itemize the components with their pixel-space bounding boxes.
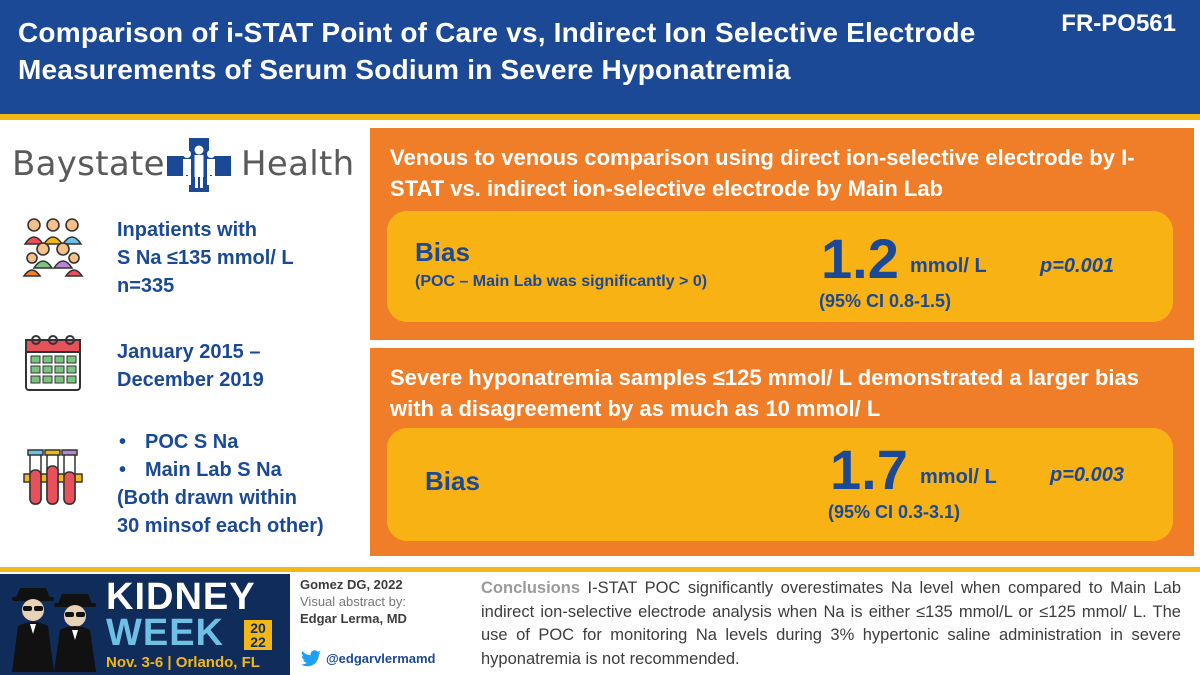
- header-divider: [0, 114, 1200, 120]
- panel-2-title: Severe hyponatremia samples ≤125 mmol/ L…: [390, 365, 1139, 421]
- logo-text-left: Baystate: [12, 144, 165, 184]
- logo-text-right: Health: [241, 144, 355, 184]
- conclusions-paragraph: Conclusions I-STAT POC significantly ove…: [481, 577, 1181, 671]
- population-line-2: S Na ≤135 mmol/ L: [117, 247, 294, 269]
- panel-2-bias-unit: mmol/ L: [920, 466, 997, 488]
- samples-item-poc: POC S Na: [117, 428, 324, 456]
- year-bottom: 22: [250, 634, 266, 650]
- footer-divider: [0, 567, 1200, 572]
- header-banner: Comparison of i-STAT Point of Care vs, I…: [0, 0, 1200, 114]
- kidney-week-logo: KIDNEY WEEK 20 22 Nov. 3-6 | Orlando, FL: [0, 574, 290, 675]
- visual-abstract-author: Edgar Lerma, MD: [300, 611, 407, 626]
- panel-1-bias-label: Bias: [415, 237, 470, 267]
- panel-1-bias-value: 1.2: [821, 227, 899, 290]
- panel-1-title: Venous to venous comparison using direct…: [390, 145, 1135, 201]
- year-top: 20: [250, 620, 266, 636]
- panel-2-confidence-interval: (95% CI 0.3-3.1): [828, 502, 961, 522]
- credits-block: Gomez DG, 2022 Visual abstract by: Edgar…: [300, 576, 472, 627]
- kidney-week-dates: Nov. 3-6 | Orlando, FL: [106, 654, 260, 671]
- period-text: January 2015 – December 2019: [117, 338, 264, 394]
- samples-note-line-2: 30 minsof each other): [117, 515, 324, 537]
- logo-family-icon: [167, 138, 231, 192]
- kidney-week-year-badge: 20 22: [244, 620, 272, 650]
- visual-abstract-label: Visual abstract by:: [300, 594, 406, 609]
- population-text: Inpatients with S Na ≤135 mmol/ L n=335: [117, 216, 294, 300]
- poster-code: FR-PO561: [1061, 10, 1176, 37]
- page-title: Comparison of i-STAT Point of Care vs, I…: [18, 17, 976, 85]
- venous-comparison-panel: Venous to venous comparison using direct…: [370, 128, 1194, 340]
- panel-2-result-box: Bias 1.7 mmol/ L (95% CI 0.3-3.1) p=0.00…: [387, 428, 1173, 541]
- samples-item-main-lab: Main Lab S Na: [117, 456, 324, 484]
- samples-note-line-1: (Both drawn within: [117, 487, 297, 509]
- samples-text: POC S Na Main Lab S Na (Both drawn withi…: [117, 428, 324, 540]
- panel-1-result-box: Bias (POC – Main Lab was significantly >…: [387, 211, 1173, 322]
- panel-1-bias-subtext: (POC – Main Lab was significantly > 0): [415, 273, 708, 290]
- conclusions-body: I-STAT POC significantly overestimates N…: [481, 579, 1181, 668]
- baystate-health-logo: Baystate Health: [12, 138, 357, 192]
- samples-list: POC S Na Main Lab S Na: [117, 428, 324, 484]
- severe-hyponatremia-panel: Severe hyponatremia samples ≤125 mmol/ L…: [370, 348, 1194, 556]
- calendar-icon: [25, 335, 81, 391]
- twitter-handle-text[interactable]: @edgarvlermamd: [326, 651, 436, 666]
- blues-brothers-figures-icon: [12, 588, 96, 672]
- panel-2-bias-label: Bias: [425, 466, 480, 496]
- population-line-1: Inpatients with: [117, 219, 257, 241]
- author-citation: Gomez DG, 2022: [300, 577, 403, 592]
- test-tubes-icon: [23, 449, 83, 505]
- conclusions-heading: Conclusions: [481, 579, 581, 597]
- period-line-2: December 2019: [117, 369, 264, 391]
- people-group-icon: [22, 218, 84, 277]
- panel-1-confidence-interval: (95% CI 0.8-1.5): [819, 291, 952, 311]
- population-line-3: n=335: [117, 275, 175, 297]
- kidney-week-title-kidney: KIDNEY: [106, 576, 256, 618]
- panel-2-p-value: p=0.003: [1050, 464, 1124, 486]
- kidney-week-title-week: WEEK: [106, 612, 224, 654]
- panel-2-bias-value: 1.7: [830, 438, 908, 501]
- panel-1-p-value: p=0.001: [1040, 255, 1114, 277]
- period-line-1: January 2015 –: [117, 341, 261, 363]
- twitter-bird-icon: [301, 650, 321, 667]
- panel-1-bias-unit: mmol/ L: [910, 255, 987, 277]
